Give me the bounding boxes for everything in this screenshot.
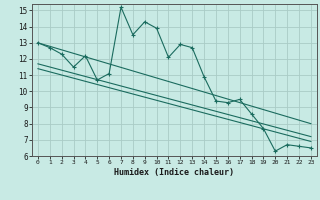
X-axis label: Humidex (Indice chaleur): Humidex (Indice chaleur) — [115, 168, 234, 177]
